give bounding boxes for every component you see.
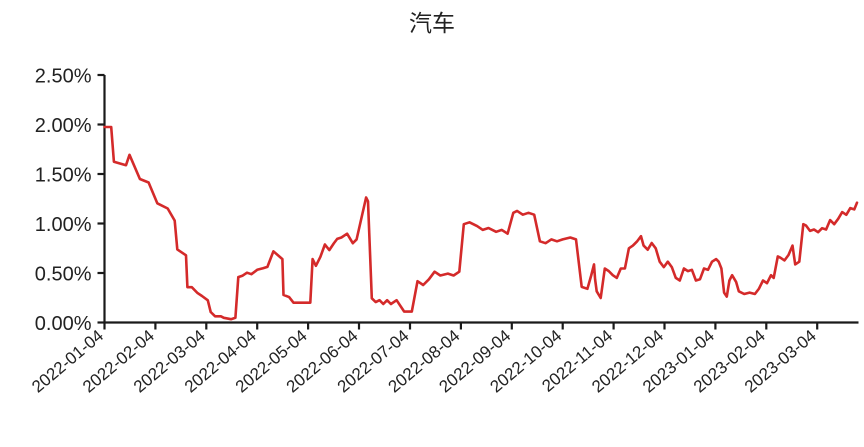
svg-text:0.00%: 0.00% xyxy=(35,313,92,335)
svg-text:2.50%: 2.50% xyxy=(35,66,92,88)
svg-text:1.50%: 1.50% xyxy=(35,165,92,187)
svg-text:2.00%: 2.00% xyxy=(35,115,92,137)
svg-text:1.00%: 1.00% xyxy=(35,214,92,236)
svg-text:0.50%: 0.50% xyxy=(35,264,92,286)
